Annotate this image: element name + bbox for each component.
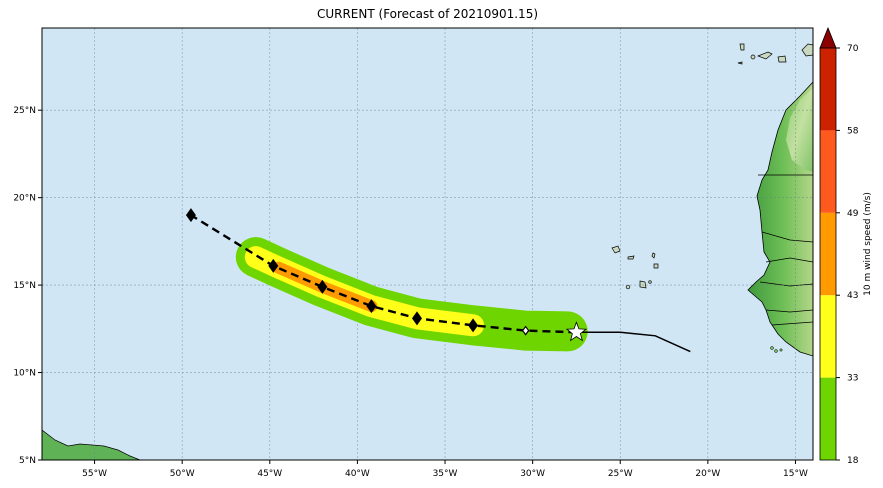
colorbar-label: 10 m wind speed (m/s)	[863, 192, 873, 296]
x-tick-label: 15°W	[783, 469, 808, 479]
x-tick-label: 55°W	[82, 469, 107, 479]
bissagos-islands	[770, 346, 783, 353]
latitude-axis: 5°N 10°N 15°N 20°N 25°N	[13, 106, 42, 466]
forecast-position-marker	[268, 258, 279, 273]
y-tick-label: 20°N	[13, 194, 36, 204]
x-tick-label: 20°W	[695, 469, 720, 479]
map-gridlines	[42, 28, 813, 460]
colorbar-frame	[819, 47, 837, 461]
x-tick-label: 40°W	[345, 469, 370, 479]
forecast-position-marker	[411, 311, 422, 326]
forecast-position-marker	[521, 325, 530, 336]
colorbar-bin	[820, 295, 836, 378]
canary-islands	[737, 43, 813, 65]
x-tick-label: 50°W	[170, 469, 195, 479]
sahara-highland	[786, 88, 813, 172]
colorbar-tick-label: 70	[847, 44, 859, 54]
wind-speed-colorbar: 18 33 43 49 58 70	[819, 26, 859, 466]
forecast-position-marker	[366, 299, 377, 314]
colorbar-bin	[820, 212, 836, 296]
cape-verde-islands	[611, 245, 659, 290]
colorbar-bin	[820, 130, 836, 213]
y-tick-label: 15°N	[13, 281, 36, 291]
x-tick-label: 30°W	[520, 469, 545, 479]
longitude-axis: 55°W 50°W 45°W 40°W 35°W 30°W 25°W 20°W 15°W	[82, 460, 808, 479]
colorbar-bin	[820, 377, 836, 460]
forecast-position-markers	[185, 208, 530, 336]
colorbar-tick-label: 58	[847, 126, 859, 136]
current-position-star-icon	[565, 321, 588, 342]
south-america-land	[42, 429, 141, 460]
colorbar-tick-label: 43	[847, 291, 858, 301]
forecast-position-marker	[185, 208, 196, 223]
colorbar-tick-label: 18	[847, 456, 859, 466]
y-tick-label: 25°N	[13, 106, 36, 116]
colorbar-tick-label: 49	[847, 209, 859, 219]
x-tick-label: 35°W	[433, 469, 458, 479]
x-tick-label: 25°W	[608, 469, 633, 479]
map-frame	[41, 27, 814, 461]
map-title: CURRENT (Forecast of 20210901.15)	[316, 7, 539, 21]
y-tick-label: 10°N	[13, 369, 36, 379]
forecast-position-marker	[317, 279, 328, 294]
observed-track-line	[576, 331, 691, 353]
forecast-track-line	[190, 214, 577, 334]
colorbar-bin	[820, 48, 836, 131]
x-tick-label: 45°W	[257, 469, 282, 479]
country-borders	[758, 174, 813, 326]
y-tick-label: 5°N	[19, 456, 36, 466]
forecast-position-marker	[468, 318, 479, 333]
ocean-background	[42, 28, 813, 460]
colorbar-tick-label: 33	[847, 374, 858, 384]
colorbar-extend-arrow	[819, 26, 837, 49]
